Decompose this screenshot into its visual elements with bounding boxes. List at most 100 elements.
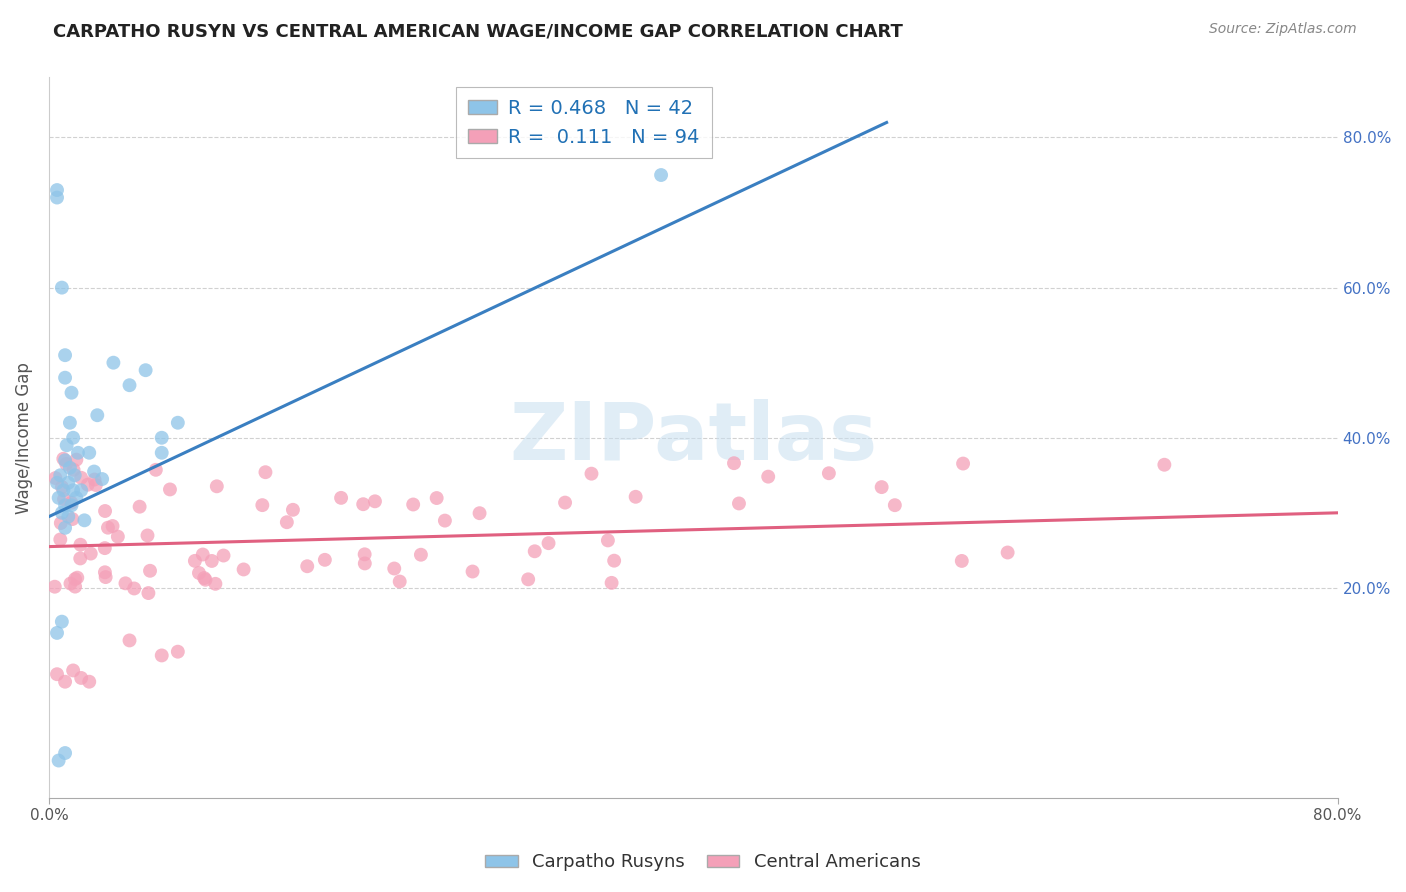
Point [69,538,91,552]
Point [84,478,107,492]
Point [409,548,432,562]
Point [232,562,254,576]
Point [94,541,117,555]
Point [212,549,235,563]
Point [66,571,89,585]
Point [184,554,207,568]
Point [59,576,82,591]
Point [83,465,105,479]
Point [254,465,277,479]
Text: ZIPatlas: ZIPatlas [509,399,877,476]
Point [62,431,84,445]
Point [60,496,83,510]
Point [44,471,66,485]
Point [150,431,173,445]
Point [128,500,150,514]
Point [818,467,841,481]
Point [138,586,160,600]
Point [276,515,298,529]
Point [76,477,98,491]
Point [297,559,319,574]
Point [70,483,93,498]
Point [55,438,77,452]
Point [188,566,211,580]
Point [281,503,304,517]
Point [53,492,76,507]
Point [60,498,83,512]
Text: CARPATHO RUSYN VS CENTRAL AMERICAN WAGE/INCOME GAP CORRELATION CHART: CARPATHO RUSYN VS CENTRAL AMERICAN WAGE/… [53,22,903,40]
Point [603,554,626,568]
Point [382,561,405,575]
Point [53,746,76,760]
Point [624,490,647,504]
Point [62,463,84,477]
Point [73,513,96,527]
Point [103,356,125,370]
Y-axis label: Wage/Income Gap: Wage/Income Gap [15,362,32,514]
Point [554,495,576,509]
Point [80,547,103,561]
Point [101,519,124,533]
Point [44,580,66,594]
Point [55,457,77,471]
Text: Source: ZipAtlas.com: Source: ZipAtlas.com [1209,22,1357,37]
Point [51,615,73,629]
Point [537,536,560,550]
Point [193,571,215,585]
Point [51,506,73,520]
Point [94,504,117,518]
Point [581,467,603,481]
Point [70,471,93,485]
Point [201,554,224,568]
Point [166,645,188,659]
Point [191,548,214,562]
Point [517,572,540,586]
Point [388,574,411,589]
Legend: Carpatho Rusyns, Central Americans: Carpatho Rusyns, Central Americans [478,847,928,879]
Point [118,633,141,648]
Point [53,498,76,512]
Point [468,506,491,520]
Point [107,530,129,544]
Point [97,521,120,535]
Point [204,577,226,591]
Point [159,483,181,497]
Point [62,512,84,526]
Point [59,416,82,430]
Point [952,457,974,471]
Point [252,498,274,512]
Point [77,674,100,689]
Point [70,671,93,685]
Point [91,472,114,486]
Point [62,483,84,498]
Point [950,554,973,568]
Point [46,626,69,640]
Point [48,491,70,505]
Point [353,557,375,571]
Point [46,475,69,490]
Point [205,479,228,493]
Point [1153,458,1175,472]
Point [53,370,76,384]
Point [883,498,905,512]
Point [600,575,623,590]
Point [59,460,82,475]
Point [314,553,336,567]
Point [58,475,80,490]
Point [596,533,619,548]
Point [139,564,162,578]
Point [49,468,72,483]
Point [650,168,672,182]
Point [65,491,87,505]
Point [150,446,173,460]
Point [135,363,157,377]
Point [194,573,217,587]
Point [997,545,1019,559]
Point [53,521,76,535]
Point [52,483,75,498]
Point [723,456,745,470]
Point [330,491,353,505]
Point [65,452,87,467]
Point [150,648,173,663]
Point [870,480,893,494]
